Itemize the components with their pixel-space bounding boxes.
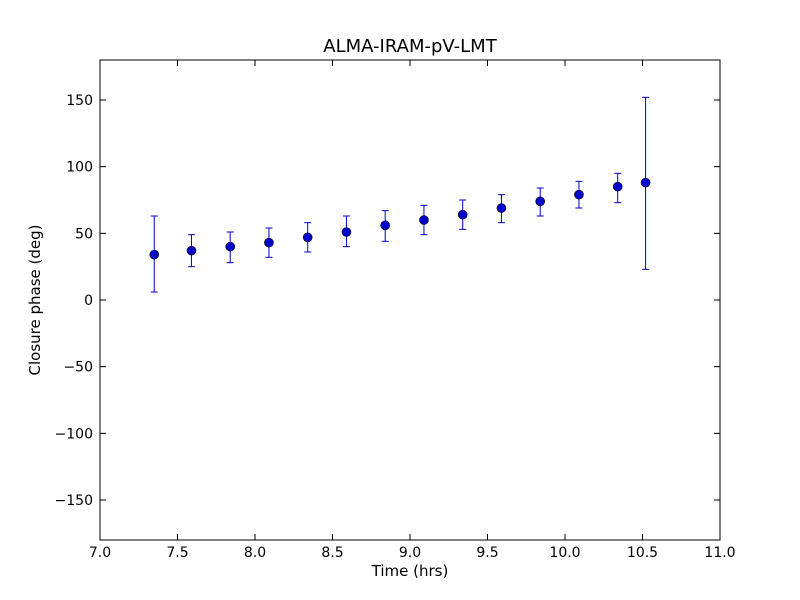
x-tick-label: 10.5: [627, 545, 658, 561]
data-series: [149, 96, 651, 293]
x-tick-label: 9.5: [476, 545, 498, 561]
data-point: [612, 181, 623, 192]
data-point: [640, 177, 651, 188]
y-axis: 150 100 50 0 −50 −100 −150: [55, 93, 720, 509]
chart-title: ALMA-IRAM-pV-LMT: [323, 36, 497, 57]
data-point: [264, 237, 274, 248]
data-point: [341, 227, 352, 237]
x-tick-label: 11.0: [704, 545, 735, 561]
data-point: [380, 220, 391, 231]
y-tick-label: −50: [63, 360, 93, 376]
x-tick-label: 7.0: [89, 545, 111, 561]
data-point: [457, 209, 468, 220]
x-tick-label: 8.0: [244, 545, 266, 561]
data-point: [419, 215, 429, 225]
x-axis: 7.0 7.5 8.0 8.5 9.0 9.5 10.0 10.5 11.0: [89, 60, 736, 561]
data-point: [535, 196, 546, 207]
data-point: [302, 232, 313, 243]
x-tick-label: 10.0: [549, 545, 580, 561]
x-tick-label: 7.5: [166, 545, 188, 561]
data-point: [496, 203, 507, 213]
y-tick-label: 150: [66, 93, 93, 109]
data-point: [225, 241, 235, 252]
y-tick-label: −150: [55, 493, 93, 509]
data-point: [574, 189, 584, 200]
data-point: [186, 245, 197, 256]
data-point: [149, 249, 160, 260]
y-tick-label: 100: [66, 160, 93, 176]
y-tick-label: 50: [75, 226, 93, 242]
plot-area: [99, 59, 721, 541]
x-axis-label: Time (hrs): [371, 562, 449, 580]
y-tick-label: 0: [84, 293, 93, 309]
y-tick-label: −100: [55, 426, 93, 442]
y-axis-label: Closure phase (deg): [26, 225, 44, 376]
x-tick-label: 9.0: [399, 545, 421, 561]
x-tick-label: 8.5: [321, 545, 343, 561]
